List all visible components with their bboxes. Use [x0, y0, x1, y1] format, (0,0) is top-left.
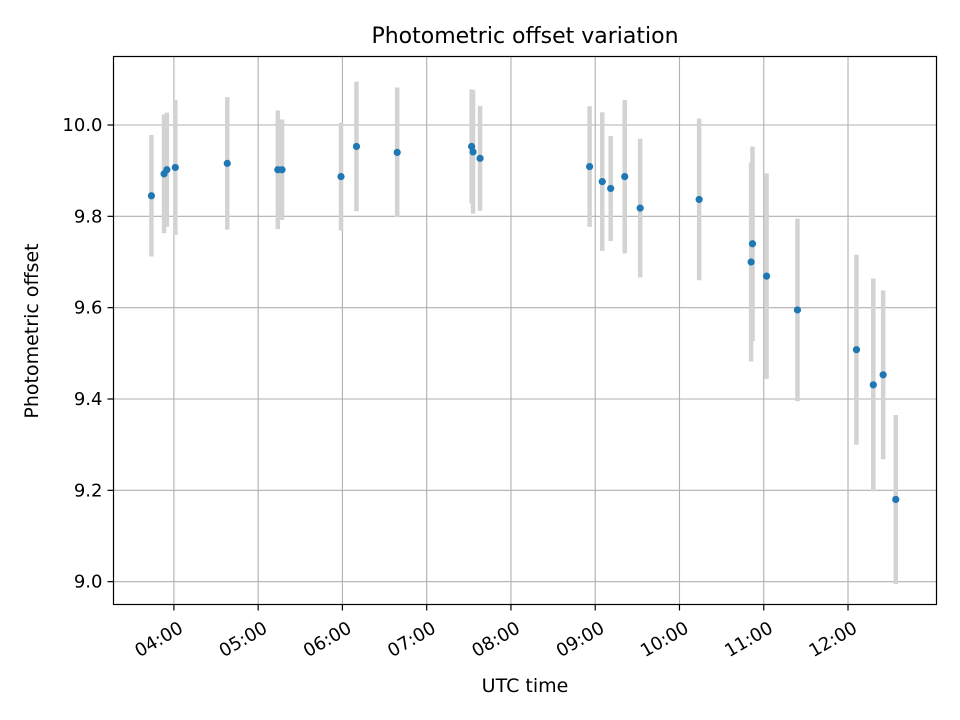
y-tick-label: 10.0 — [62, 115, 102, 136]
x-tick-label: 11:00 — [721, 618, 776, 662]
data-point — [586, 162, 594, 171]
data-point — [636, 204, 644, 212]
data-point — [748, 240, 757, 248]
data-point — [747, 258, 755, 266]
y-tick-label: 9.6 — [74, 298, 103, 319]
data-point — [469, 148, 477, 156]
data-point — [468, 142, 476, 151]
x-axis-label: UTC time — [482, 675, 569, 697]
grid-layer — [113, 56, 937, 605]
data-point — [762, 272, 771, 280]
x-tick-label: 07:00 — [384, 618, 439, 662]
data-point — [352, 142, 361, 151]
data-point — [892, 495, 900, 504]
y-tick-label: 9.0 — [74, 572, 103, 593]
x-tick-label: 06:00 — [300, 618, 355, 662]
x-tick-label: 12:00 — [805, 618, 860, 662]
x-tick-label: 10:00 — [637, 618, 692, 662]
plot-frame — [112, 55, 938, 606]
data-point — [147, 192, 156, 200]
data-point — [223, 159, 231, 167]
y-tick-label: 9.4 — [74, 389, 103, 410]
data-point — [598, 178, 606, 186]
data-point — [278, 166, 286, 174]
data-points — [147, 142, 900, 504]
data-point — [852, 346, 861, 354]
x-tick-label: 05:00 — [216, 618, 271, 662]
y-tick-label: 9.8 — [74, 206, 103, 227]
y-tick-label: 9.2 — [74, 480, 103, 501]
data-point — [869, 381, 877, 389]
y-axis-label: Photometric offset — [21, 243, 43, 418]
data-point — [607, 184, 615, 193]
x-tick-label: 04:00 — [131, 618, 186, 662]
chart-title: Photometric offset variation — [371, 24, 678, 49]
x-tick-label: 09:00 — [553, 618, 608, 662]
data-point — [695, 195, 703, 204]
data-point — [476, 154, 484, 162]
data-point — [337, 173, 345, 181]
error-bars — [149, 81, 899, 584]
x-ticks: 04:00 05:00 06:00 07:00 08:00 09:00 10:00 11:00… — [131, 604, 861, 662]
x-tick-label: 08:00 — [468, 618, 523, 662]
data-point — [393, 148, 401, 156]
data-point — [171, 163, 179, 172]
data-point — [793, 306, 802, 314]
data-point — [163, 166, 171, 174]
y-ticks: 9.0 9.2 9.4 9.6 9.8 10.0 — [62, 115, 114, 593]
data-point — [621, 173, 629, 181]
data-point — [879, 371, 887, 379]
